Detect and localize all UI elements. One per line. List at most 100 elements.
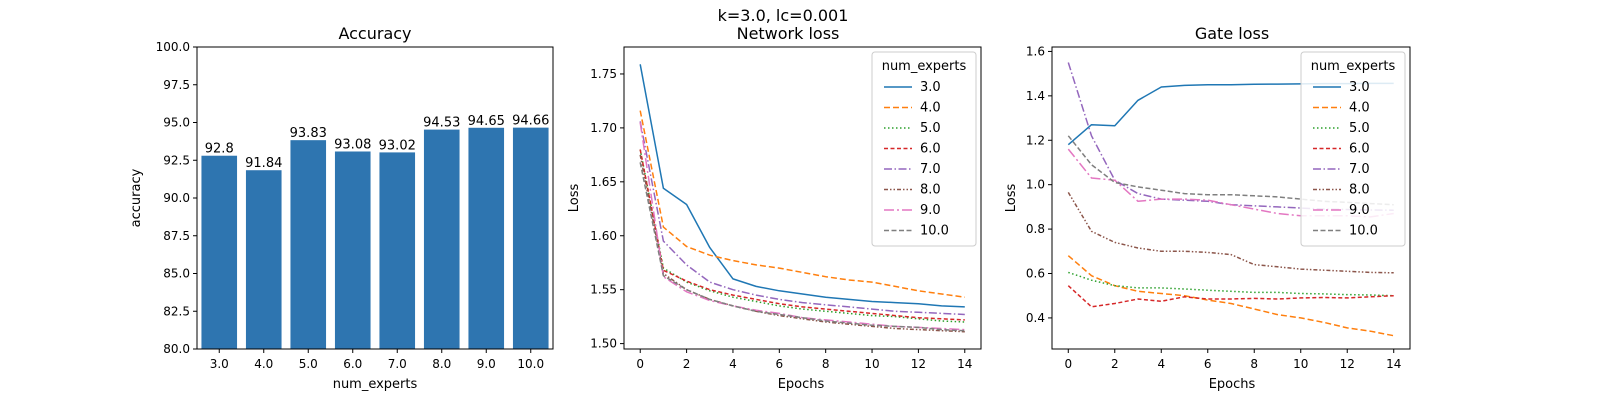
x-tick-label-5: 8.0 [432, 357, 451, 371]
bar-6 [468, 127, 505, 349]
legend-entry-7-0: 7.0 [920, 162, 941, 177]
bar-value-label-5: 94.53 [423, 116, 460, 131]
series-line-5-0 [1068, 271, 1394, 297]
y-tick-label-1: 82.5 [163, 304, 190, 318]
bar-value-label-1: 91.84 [245, 156, 282, 171]
y-tick-label-1: 1.55 [590, 283, 617, 297]
legend-entry-10-0: 10.0 [1349, 224, 1378, 239]
gate-loss-chart-ylabel: Loss [1004, 184, 1019, 213]
network-loss-chart-title: Network loss [737, 24, 840, 43]
y-tick-label-3: 87.5 [163, 229, 190, 243]
y-tick-label-0: 1.50 [590, 337, 617, 351]
legend-title: num_experts [882, 59, 967, 74]
x-tick-label-0: 0 [1064, 357, 1072, 371]
x-tick-label-1: 2 [683, 357, 691, 371]
y-tick-label-2: 0.8 [1026, 222, 1045, 236]
bar-1 [245, 170, 282, 349]
x-tick-label-2: 4 [1157, 357, 1165, 371]
x-tick-label-6: 9.0 [477, 357, 496, 371]
x-tick-label-7: 10.0 [517, 357, 544, 371]
bar-4 [379, 152, 416, 349]
accuracy-chart: Accuracy num_experts accuracy 92.8 3.0 91.… [129, 24, 554, 392]
y-tick-label-0: 80.0 [163, 342, 190, 356]
y-tick-label-5: 1.4 [1026, 89, 1045, 103]
legend-entry-5-0: 5.0 [920, 121, 941, 136]
series-line-4-0 [1067, 255, 1394, 337]
x-tick-label-2: 5.0 [299, 357, 318, 371]
gate-loss-chart: Gate loss Epochs Loss 0 2 4 6 8 10 12 14 0.4 0.6 0… [1004, 24, 1411, 392]
y-tick-label-0: 0.4 [1026, 311, 1045, 325]
bar-value-label-3: 93.08 [334, 137, 371, 152]
series-line-4-0 [639, 110, 965, 298]
x-tick-label-3: 6.0 [343, 357, 362, 371]
legend-entry-4-0: 4.0 [1349, 101, 1370, 116]
y-tick-label-4: 1.2 [1026, 133, 1045, 147]
y-tick-label-4: 1.70 [590, 121, 617, 135]
y-tick-label-2: 85.0 [163, 267, 190, 281]
series-line-10-0 [639, 162, 965, 332]
y-tick-label-8: 100.0 [156, 40, 190, 54]
figure-title: k=3.0, lc=0.001 [718, 6, 849, 25]
bar-0 [201, 155, 238, 349]
bar-value-label-4: 93.02 [379, 138, 416, 153]
network-loss-chart-ylabel: Loss [567, 184, 582, 213]
legend-title: num_experts [1311, 59, 1396, 74]
x-tick-label-3: 6 [775, 357, 783, 371]
legend-entry-8-0: 8.0 [920, 183, 941, 198]
legend-entry-10-0: 10.0 [920, 224, 949, 239]
legend-entry-6-0: 6.0 [1349, 142, 1370, 157]
legend-entry-8-0: 8.0 [1349, 183, 1370, 198]
series-line-5-0 [639, 149, 965, 323]
legend-box [871, 51, 977, 247]
x-tick-label-5: 10 [864, 357, 879, 371]
plot-frame [623, 46, 982, 350]
legend-entry-6-0: 6.0 [920, 142, 941, 157]
x-tick-label-0: 3.0 [210, 357, 229, 371]
x-tick-label-7: 14 [1386, 357, 1401, 371]
y-tick-label-3: 1.65 [590, 175, 617, 189]
plot-frame [1051, 46, 1411, 350]
plot-frame [196, 46, 554, 350]
accuracy-chart-ylabel: accuracy [129, 168, 144, 227]
legend-box [1300, 51, 1406, 247]
legend-entry-3-0: 3.0 [1349, 80, 1370, 95]
x-tick-label-4: 7.0 [388, 357, 407, 371]
y-tick-label-5: 92.5 [163, 153, 190, 167]
series-line-10-0 [1067, 135, 1394, 206]
x-tick-label-7: 14 [957, 357, 972, 371]
series-line-3-0 [639, 64, 965, 308]
series-line-7-0 [639, 121, 965, 316]
x-tick-label-5: 10 [1293, 357, 1308, 371]
bar-5 [423, 129, 460, 349]
legend-entry-7-0: 7.0 [1349, 162, 1370, 177]
x-tick-label-6: 12 [1340, 357, 1355, 371]
bar-3 [334, 151, 371, 349]
bar-2 [290, 140, 327, 349]
accuracy-chart-xlabel: num_experts [333, 377, 418, 392]
x-tick-label-4: 8 [1250, 357, 1258, 371]
legend-entry-9-0: 9.0 [1349, 203, 1370, 218]
legend-entry-3-0: 3.0 [920, 80, 941, 95]
x-tick-label-6: 12 [911, 357, 926, 371]
bar-value-label-2: 93.83 [290, 126, 327, 141]
gate-loss-chart-title: Gate loss [1195, 24, 1269, 43]
network-loss-chart-xlabel: Epochs [778, 377, 825, 392]
bar-value-label-6: 94.65 [468, 114, 505, 129]
series-line-8-0 [1067, 192, 1394, 274]
x-tick-label-2: 4 [729, 357, 737, 371]
x-tick-label-3: 6 [1204, 357, 1212, 371]
x-tick-label-1: 4.0 [254, 357, 273, 371]
legend-entry-9-0: 9.0 [920, 203, 941, 218]
x-tick-label-1: 2 [1111, 357, 1119, 371]
legend-entry-5-0: 5.0 [1349, 121, 1370, 136]
y-tick-label-1: 0.6 [1026, 267, 1045, 281]
x-tick-label-4: 8 [822, 357, 830, 371]
gate-loss-chart-xlabel: Epochs [1209, 377, 1256, 392]
legend: num_experts 3.0 4.0 5.0 6.0 7.0 8.0 9.0 10.0 [871, 51, 977, 247]
y-tick-label-4: 90.0 [163, 191, 190, 205]
accuracy-chart-title: Accuracy [338, 24, 411, 43]
x-tick-label-0: 0 [636, 357, 644, 371]
legend-entry-4-0: 4.0 [920, 101, 941, 116]
network-loss-chart: Network loss Epochs Loss 0 2 4 6 8 10 12 14 1.50… [567, 24, 982, 392]
y-tick-label-6: 1.6 [1026, 44, 1045, 58]
